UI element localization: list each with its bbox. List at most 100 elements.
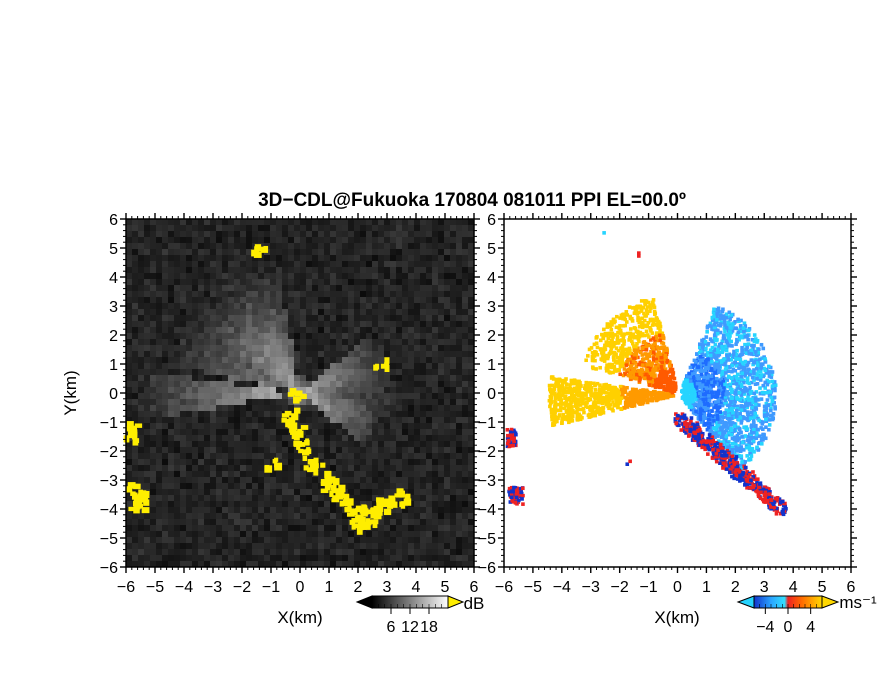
reflectivity-cell — [192, 465, 198, 471]
reflectivity-cell — [276, 381, 282, 387]
reflectivity-cell — [462, 339, 468, 345]
reflectivity-cell — [300, 555, 306, 561]
reflectivity-cell — [414, 495, 420, 501]
reflectivity-cell — [462, 507, 468, 513]
reflectivity-cell — [402, 285, 408, 291]
velocity-cell — [621, 373, 626, 378]
reflectivity-cell — [204, 477, 210, 483]
reflectivity-cell — [378, 303, 384, 309]
reflectivity-cell — [426, 321, 432, 327]
reflectivity-cell — [198, 537, 204, 543]
reflectivity-cell — [126, 531, 132, 537]
reflectivity-cell — [324, 231, 330, 237]
reflectivity-cell — [228, 405, 234, 411]
reflectivity-cell — [150, 399, 156, 405]
velocity-cell — [592, 381, 596, 386]
reflectivity-cell — [132, 237, 138, 243]
reflectivity-cell — [264, 471, 270, 477]
reflectivity-cell — [294, 363, 300, 369]
reflectivity-cell — [336, 303, 342, 309]
reflectivity-cell — [348, 291, 354, 297]
reflectivity-cell — [396, 255, 402, 261]
reflectivity-cell — [438, 297, 444, 303]
reflectivity-cell — [168, 387, 174, 393]
reflectivity-cell — [126, 513, 132, 519]
reflectivity-cell — [150, 429, 156, 435]
reflectivity-cell — [378, 333, 384, 339]
reflectivity-cell — [456, 435, 462, 441]
reflectivity-cell — [444, 273, 450, 279]
reflectivity-cell — [258, 459, 264, 465]
reflectivity-cell — [402, 561, 408, 567]
reflectivity-cell — [228, 225, 234, 231]
reflectivity-cell — [210, 297, 216, 303]
reflectivity-cell — [336, 441, 342, 447]
reflectivity-cell — [342, 303, 348, 309]
reflectivity-cell — [342, 435, 348, 441]
reflectivity-cell — [162, 561, 168, 567]
highlight-cell — [281, 413, 290, 418]
reflectivity-cell — [264, 417, 270, 423]
reflectivity-cell — [330, 267, 336, 273]
reflectivity-cell — [132, 321, 138, 327]
highlight-cell — [355, 507, 361, 513]
reflectivity-cell — [432, 327, 438, 333]
reflectivity-cell — [336, 315, 342, 321]
reflectivity-cell — [426, 501, 432, 507]
reflectivity-cell — [162, 339, 168, 345]
reflectivity-cell — [276, 279, 282, 285]
velocity-cell — [647, 335, 651, 339]
reflectivity-cell — [318, 501, 324, 507]
reflectivity-cell — [174, 441, 180, 447]
reflectivity-cell — [186, 225, 192, 231]
reflectivity-cell — [330, 405, 336, 411]
reflectivity-cell — [372, 393, 378, 399]
reflectivity-cell — [246, 537, 252, 543]
reflectivity-cell — [330, 333, 336, 339]
reflectivity-cell — [402, 225, 408, 231]
velocity-cell — [603, 331, 608, 336]
reflectivity-cell — [312, 219, 318, 225]
reflectivity-cell — [342, 525, 348, 531]
reflectivity-cell — [174, 315, 180, 321]
reflectivity-cell — [126, 261, 132, 267]
reflectivity-cell — [150, 267, 156, 273]
reflectivity-cell — [318, 225, 324, 231]
reflectivity-cell — [228, 231, 234, 237]
reflectivity-cell — [348, 321, 354, 327]
velocity-cell — [614, 387, 618, 392]
reflectivity-cell — [162, 333, 168, 339]
reflectivity-cell — [432, 399, 438, 405]
reflectivity-cell — [420, 435, 426, 441]
velocity-cell — [580, 391, 585, 396]
reflectivity-cell — [288, 447, 294, 453]
reflectivity-cell — [288, 489, 294, 495]
reflectivity-cell — [420, 429, 426, 435]
reflectivity-cell — [390, 321, 396, 327]
reflectivity-cell — [366, 423, 372, 429]
reflectivity-cell — [186, 219, 192, 225]
reflectivity-cell — [234, 525, 240, 531]
reflectivity-cell — [324, 411, 330, 417]
reflectivity-cell — [354, 225, 360, 231]
reflectivity-cell — [438, 465, 444, 471]
velocity-cell — [653, 389, 657, 394]
reflectivity-cell — [180, 309, 186, 315]
reflectivity-cell — [192, 561, 198, 567]
reflectivity-cell — [354, 561, 360, 567]
reflectivity-cell — [210, 315, 216, 321]
reflectivity-cell — [354, 453, 360, 459]
reflectivity-cell — [402, 243, 408, 249]
reflectivity-cell — [414, 507, 420, 513]
velocity-cell — [555, 408, 559, 413]
reflectivity-cell — [240, 561, 246, 567]
reflectivity-cell — [192, 447, 198, 453]
reflectivity-cell — [450, 549, 456, 555]
reflectivity-cell — [444, 411, 450, 417]
reflectivity-cell — [444, 267, 450, 273]
velocity-cell — [631, 332, 635, 337]
reflectivity-cell — [198, 225, 204, 231]
velocity-cell — [589, 346, 594, 350]
reflectivity-cell — [234, 339, 240, 345]
